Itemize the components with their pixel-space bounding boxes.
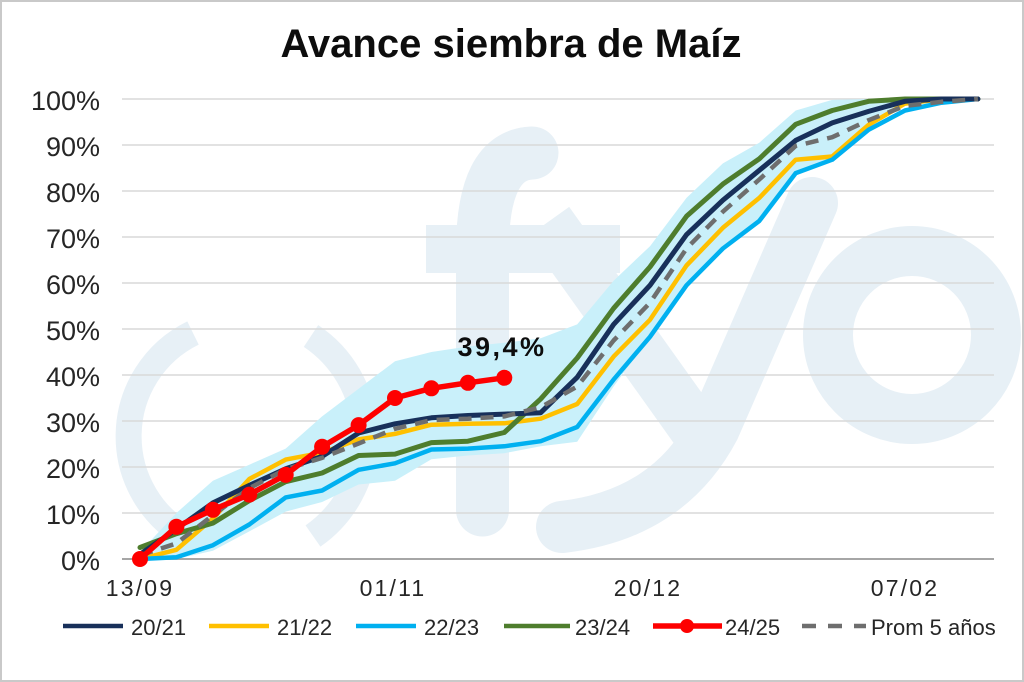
svg-text:100%: 100% xyxy=(31,86,100,116)
svg-text:70%: 70% xyxy=(46,224,100,254)
svg-text:10%: 10% xyxy=(46,500,100,530)
svg-text:07/02: 07/02 xyxy=(871,575,940,601)
svg-text:20/12: 20/12 xyxy=(614,575,683,601)
svg-text:21/22: 21/22 xyxy=(277,615,332,640)
svg-text:Avance siembra de Maíz: Avance siembra de Maíz xyxy=(281,22,742,66)
svg-text:39,4%: 39,4% xyxy=(457,332,546,362)
svg-text:24/25: 24/25 xyxy=(725,615,780,640)
svg-text:22/23: 22/23 xyxy=(424,615,479,640)
svg-text:20%: 20% xyxy=(46,454,100,484)
svg-text:80%: 80% xyxy=(46,178,100,208)
svg-text:40%: 40% xyxy=(46,362,100,392)
svg-text:Prom 5 años: Prom 5 años xyxy=(871,615,996,640)
svg-text:60%: 60% xyxy=(46,270,100,300)
svg-text:30%: 30% xyxy=(46,408,100,438)
svg-text:23/24: 23/24 xyxy=(575,615,630,640)
svg-text:20/21: 20/21 xyxy=(131,615,186,640)
svg-text:90%: 90% xyxy=(46,132,100,162)
svg-text:0%: 0% xyxy=(61,546,100,576)
svg-text:13/09: 13/09 xyxy=(106,575,175,601)
svg-text:01/11: 01/11 xyxy=(360,575,427,601)
svg-text:50%: 50% xyxy=(46,316,100,346)
